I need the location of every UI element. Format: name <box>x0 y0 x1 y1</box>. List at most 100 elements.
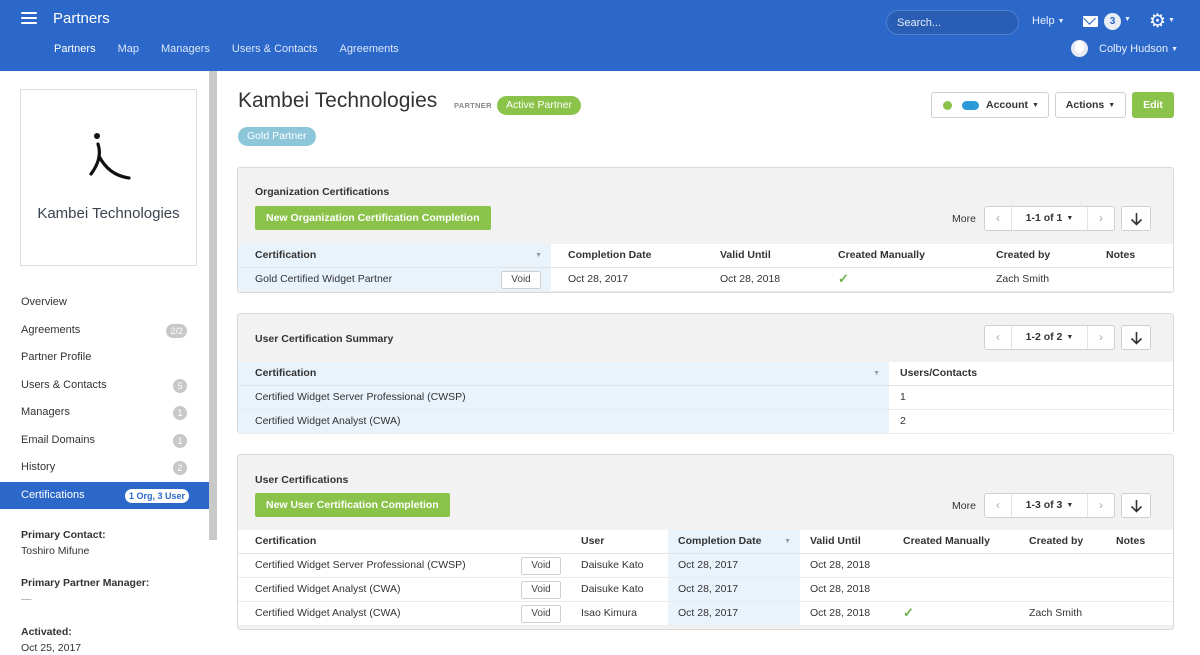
download-button[interactable] <box>1121 325 1151 350</box>
void-button[interactable]: Void <box>521 556 561 575</box>
sidebar-item-partner-profile[interactable]: Partner Profile <box>0 344 209 372</box>
col-users-contacts[interactable]: Users/Contacts <box>889 362 1173 386</box>
pager: ‹ 1-1 of 1 ▼ › <box>984 206 1115 231</box>
sidebar-item-label: History <box>21 461 56 473</box>
col-created-by[interactable]: Created by <box>979 244 1089 268</box>
void-button[interactable]: Void <box>501 270 541 289</box>
panel-title: User Certification Summary <box>255 333 394 345</box>
nav-users-contacts[interactable]: Users & Contacts <box>231 43 318 55</box>
sidebar-item-email-domains[interactable]: Email Domains 1 <box>0 427 209 455</box>
sort-icon: ▼ <box>535 252 542 259</box>
col-created-manually[interactable]: Created Manually <box>893 530 1019 554</box>
cell-created-manually <box>893 577 1019 602</box>
col-valid-until[interactable]: Valid Until <box>703 244 821 268</box>
primary-contact: Primary Contact: Toshiro Mifune <box>21 529 106 557</box>
sidebar-item-agreements[interactable]: Agreements 2/2 <box>0 317 209 345</box>
chevron-right-icon[interactable]: › <box>1099 330 1103 344</box>
sort-icon: ▼ <box>873 370 880 377</box>
col-notes[interactable]: Notes <box>1089 244 1173 268</box>
void-button[interactable]: Void <box>521 580 561 599</box>
cell-text: Gold Certified Widget Partner <box>255 273 393 285</box>
nav-managers[interactable]: Managers <box>160 43 210 55</box>
org-cert-table: Certification ▼ Completion Date Valid Unt… <box>238 244 1173 292</box>
avatar[interactable] <box>1071 40 1088 57</box>
account-label-text: Account <box>986 99 1028 111</box>
mail-icon[interactable] <box>1083 16 1098 27</box>
chevron-left-icon[interactable]: ‹ <box>996 330 1000 344</box>
cell-certification: Certified Widget Analyst (CWA) Void <box>238 577 564 602</box>
page-range-dropdown[interactable]: 1-1 of 1 ▼ <box>1011 207 1088 230</box>
cell-completion-date: Oct 28, 2017 <box>551 267 703 292</box>
side-nav: Overview Agreements 2/2 Partner Profile U… <box>0 289 209 509</box>
page-range: 1-2 of 2 <box>1025 331 1063 343</box>
col-completion-date[interactable]: Completion Date <box>551 244 703 268</box>
sidebar-item-managers[interactable]: Managers 1 <box>0 399 209 427</box>
primary-manager: Primary Partner Manager: — <box>21 577 149 605</box>
sidebar-item-certifications[interactable]: Certifications 1 Org, 3 User <box>0 481 209 509</box>
nav-partners[interactable]: Partners <box>54 43 96 55</box>
sidebar-item-label: Users & Contacts <box>21 378 107 391</box>
status-badge: Active Partner <box>497 96 581 115</box>
col-certification[interactable]: Certification ▼ <box>238 244 551 268</box>
user-menu[interactable]: Colby Hudson ▼ <box>1099 43 1178 55</box>
col-notes[interactable]: Notes <box>1106 530 1173 554</box>
page-range: 1-1 of 1 <box>1025 212 1063 224</box>
col-completion-date[interactable]: Completion Date ▼ <box>668 530 800 554</box>
activated-value: Oct 25, 2017 <box>21 642 82 654</box>
cell-completion-date: Oct 28, 2017 <box>668 601 800 626</box>
page-range-dropdown[interactable]: 1-2 of 2 ▼ <box>1011 326 1088 349</box>
void-button[interactable]: Void <box>521 604 561 623</box>
col-valid-until[interactable]: Valid Until <box>800 530 893 554</box>
new-user-cert-button[interactable]: New User Certification Completion <box>255 493 450 517</box>
actions-button[interactable]: Actions ▼ <box>1055 92 1126 118</box>
column-label: Certification <box>255 249 317 262</box>
cell-text: Certified Widget Analyst (CWA) <box>255 583 401 595</box>
table-row: Certified Widget Server Professional (CW… <box>238 553 1173 578</box>
new-org-cert-button[interactable]: New Organization Certification Completio… <box>255 206 491 230</box>
page-range-dropdown[interactable]: 1-3 of 3 ▼ <box>1011 494 1088 517</box>
chevron-down-icon: ▼ <box>1057 18 1065 25</box>
more-label: More <box>952 500 976 512</box>
menu-icon[interactable] <box>21 12 37 26</box>
chevron-right-icon[interactable]: › <box>1099 498 1103 512</box>
download-button[interactable] <box>1121 493 1151 518</box>
cell-created-manually <box>893 553 1019 578</box>
sidebar-item-overview[interactable]: Overview <box>0 289 209 317</box>
sidebar-item-history[interactable]: History 2 <box>0 454 209 482</box>
cell-created-by: Zach Smith <box>1019 601 1106 626</box>
count-badge: 1 <box>173 406 187 420</box>
sidebar-scrollbar[interactable] <box>209 71 217 540</box>
top-bar: Partners Partners Map Managers Users & C… <box>0 0 1200 71</box>
col-user[interactable]: User <box>564 530 668 554</box>
pager: ‹ 1-3 of 3 ▼ › <box>984 493 1115 518</box>
col-certification[interactable]: Certification ▼ <box>238 362 889 386</box>
primary-contact-label: Primary Contact: <box>21 529 106 541</box>
chevron-down-icon[interactable]: ▼ <box>1168 17 1175 24</box>
chevron-down-icon[interactable]: ▼ <box>1124 16 1131 23</box>
edit-button[interactable]: Edit <box>1132 92 1174 118</box>
col-certification[interactable]: Certification <box>238 530 564 554</box>
download-button[interactable] <box>1121 206 1151 231</box>
nav-agreements[interactable]: Agreements <box>339 43 399 55</box>
cell-created-manually: ✓ <box>893 601 1019 626</box>
gear-icon[interactable]: ⚙ <box>1149 11 1167 32</box>
mail-count-badge: 3 <box>1104 13 1121 30</box>
actions-label: Actions <box>1065 99 1105 111</box>
col-created-manually[interactable]: Created Manually <box>821 244 979 268</box>
sort-icon: ▼ <box>784 538 791 545</box>
help-menu[interactable]: Help ▼ <box>1032 15 1065 27</box>
col-created-by[interactable]: Created by <box>1019 530 1106 554</box>
search-input[interactable] <box>886 10 1019 35</box>
checkmark-icon: ✓ <box>838 271 849 286</box>
chevron-down-icon: ▼ <box>1108 102 1116 109</box>
tier-badge: Gold Partner <box>238 127 316 146</box>
salesforce-cloud-icon <box>962 101 979 110</box>
chevron-right-icon[interactable]: › <box>1099 211 1103 225</box>
chevron-left-icon[interactable]: ‹ <box>996 498 1000 512</box>
cell-certification: Gold Certified Widget Partner Void <box>238 267 551 292</box>
chevron-left-icon[interactable]: ‹ <box>996 211 1000 225</box>
sidebar-item-users-contacts[interactable]: Users & Contacts 5 <box>0 372 209 400</box>
nav-map[interactable]: Map <box>117 43 139 55</box>
cell-valid-until: Oct 28, 2018 <box>703 267 821 292</box>
account-button[interactable]: Account ▼ <box>931 92 1049 118</box>
